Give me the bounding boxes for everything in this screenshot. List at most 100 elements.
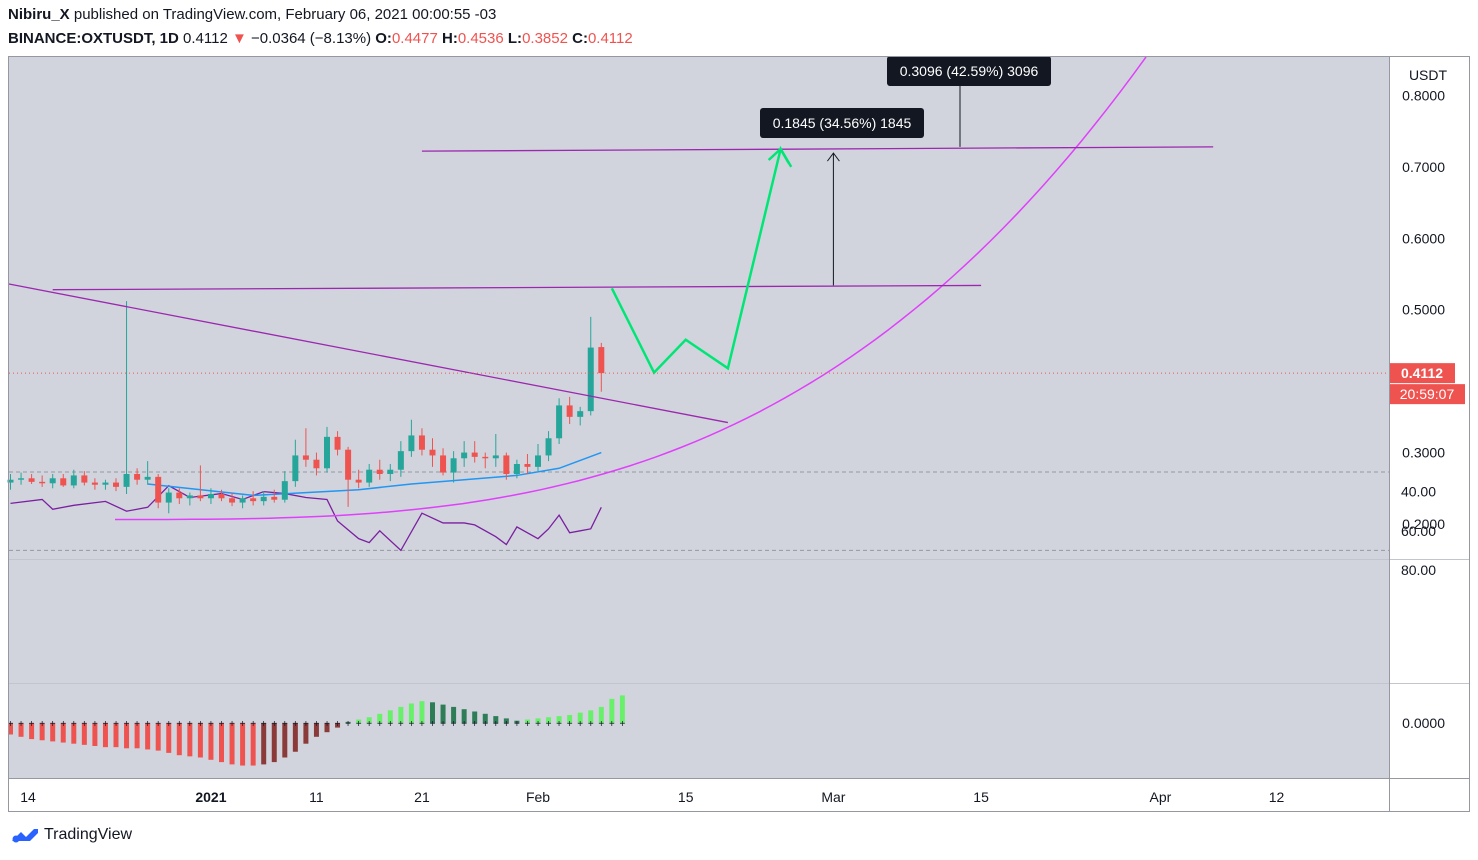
macd-cross-marker: +	[588, 719, 594, 730]
histogram-bar	[8, 723, 13, 735]
histogram-bar	[271, 723, 277, 763]
candle-body	[60, 478, 67, 486]
author-name[interactable]: Nibiru_X	[8, 6, 70, 23]
macd-cross-marker: +	[345, 719, 351, 730]
price-pane[interactable]	[9, 57, 1389, 559]
candle-body	[450, 458, 457, 473]
close-label: C:	[572, 30, 588, 47]
candles[interactable]	[7, 301, 605, 514]
close-value: 0.4112	[587, 30, 633, 47]
candle-body	[28, 478, 35, 482]
rsi-band	[9, 471, 1389, 551]
rsi-line	[10, 484, 602, 552]
candle-body	[313, 459, 320, 469]
histogram-bar	[482, 713, 488, 723]
candle-body	[397, 451, 404, 470]
candle-body	[376, 469, 383, 474]
macd-cross-marker: +	[440, 719, 446, 730]
axes: USDT 0.8000 0.7000 0.6000 0.5000 0.3000 0.200…	[20, 67, 1465, 805]
parabolic-curve[interactable]	[115, 56, 1147, 521]
macd-cross-marker: +	[619, 719, 625, 730]
time-tick: Mar	[821, 789, 845, 805]
histogram-bar	[113, 723, 119, 748]
time-tick: 14	[20, 789, 36, 805]
candle-body	[281, 481, 288, 500]
histogram-bar	[50, 723, 56, 742]
macd-cross-marker: +	[71, 719, 77, 730]
candle-body	[39, 481, 46, 484]
measure-2-label-bg	[887, 56, 1051, 86]
histogram-bar	[440, 704, 446, 723]
histogram-bar	[588, 710, 594, 723]
macd-cross-marker: +	[303, 719, 309, 730]
histogram-bar	[451, 706, 457, 723]
price-tick: 0.8000	[1402, 87, 1445, 103]
tradingview-brand[interactable]: TradingView	[10, 826, 132, 844]
macd-cross-marker: +	[525, 719, 531, 730]
candle-body	[471, 452, 478, 457]
candle-body	[18, 478, 25, 480]
histogram-bar	[250, 723, 256, 766]
price-axis-area[interactable]	[1389, 57, 1469, 778]
low-value: 0.3852	[522, 30, 568, 47]
candle-body	[503, 455, 510, 474]
candle-body	[113, 482, 119, 487]
rsi-pane[interactable]	[9, 560, 1389, 683]
macd-pane[interactable]	[9, 684, 1389, 778]
histogram-bar	[514, 720, 520, 723]
histogram-bar	[398, 706, 404, 723]
measure-1-label: 0.1845 (34.56%) 1845	[773, 115, 912, 131]
histogram-bar	[187, 723, 193, 757]
candle-body	[176, 492, 183, 499]
rsi-indicator	[10, 484, 602, 552]
histogram-bar	[609, 698, 615, 723]
candle-body	[144, 476, 151, 480]
candle-body	[302, 455, 309, 460]
histogram-bar	[387, 710, 393, 723]
histogram-bar	[461, 709, 467, 723]
price-tick: 0.3000	[1402, 445, 1445, 461]
histogram-bar	[313, 723, 319, 737]
candle-body	[91, 482, 98, 485]
macd-cross-marker: +	[50, 719, 56, 730]
drawings[interactable]: 0.1845 (34.56%) 1845 0.3096 (42.59%) 3096	[8, 56, 1389, 424]
histogram-bar	[92, 723, 98, 746]
macd-cross-marker: +	[387, 719, 393, 730]
candle-body	[440, 455, 447, 473]
macd-cross-marker: +	[113, 719, 119, 730]
candle-body	[461, 452, 468, 459]
histogram-bar	[493, 716, 499, 723]
candle-body	[429, 449, 436, 456]
macd-cross-marker: +	[197, 719, 203, 730]
histogram-bar	[303, 723, 309, 744]
curve-line	[115, 56, 1147, 521]
macd-cross-marker: +	[419, 719, 425, 730]
macd-cross-marker: +	[81, 719, 87, 730]
macd-cross-marker: +	[219, 719, 225, 730]
price-tick: 0.2000	[1402, 516, 1445, 532]
candle-body	[197, 495, 204, 499]
last-price-tag-text: 0.4112	[1401, 365, 1443, 381]
high-label: H:	[442, 30, 458, 47]
macd-cross-marker: +	[176, 719, 182, 730]
macd-cross-marker: +	[556, 719, 562, 730]
candle-body	[387, 469, 394, 474]
resistance-line-lower	[52, 284, 982, 291]
candle-body	[165, 492, 172, 503]
macd-cross-marker: +	[408, 719, 414, 730]
rsi-tick: 60.00	[1401, 523, 1436, 539]
candle-body	[207, 493, 214, 499]
macd-cross-marker: +	[271, 719, 277, 730]
macd-cross-marker: +	[356, 719, 362, 730]
time-axis-area[interactable]	[9, 778, 1469, 811]
down-arrow-icon: ▼	[231, 30, 247, 47]
histogram-bar	[102, 723, 108, 748]
low-label: L:	[507, 30, 523, 47]
macd-cross-marker: +	[461, 719, 467, 730]
histogram-bar	[356, 719, 362, 723]
symbol-label[interactable]: BINANCE:OXTUSDT, 1D	[8, 30, 179, 47]
candle-body	[418, 435, 425, 450]
histogram-bar	[71, 723, 77, 744]
histogram-bar	[166, 723, 172, 753]
